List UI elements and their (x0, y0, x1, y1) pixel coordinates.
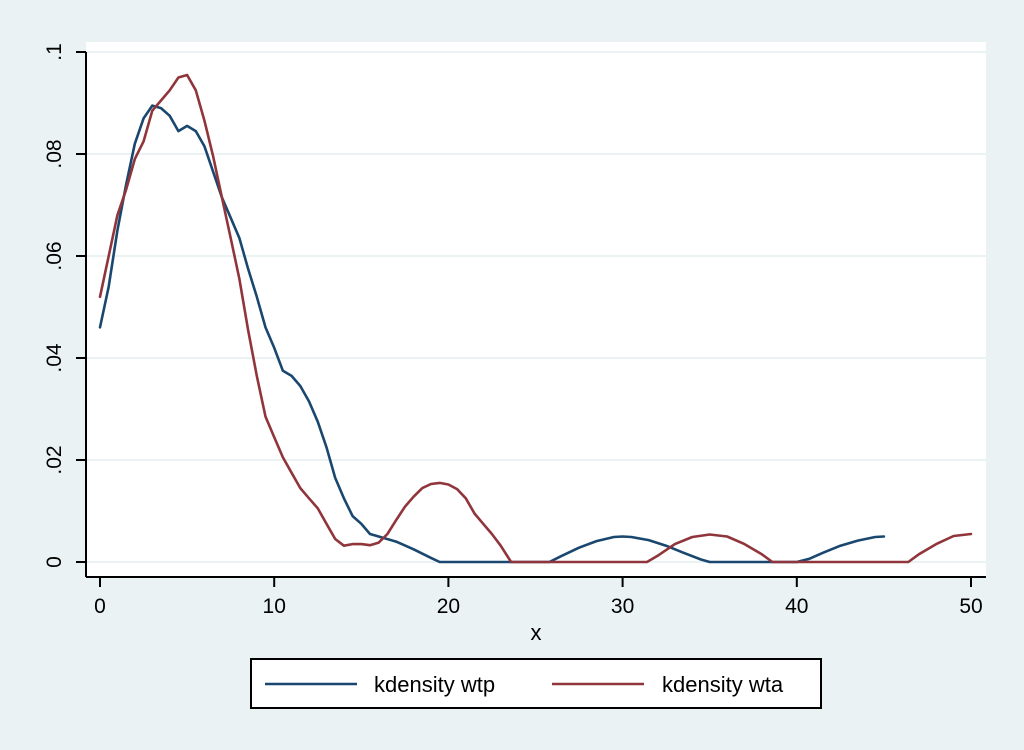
legend-label-1: kdensity wta (662, 672, 784, 697)
y-tick-label-2: .04 (43, 343, 66, 373)
plot-area (86, 42, 986, 577)
y-tick-label-3: .06 (43, 241, 66, 270)
y-tick-label-5: .1 (43, 43, 66, 61)
series-line-1 (98, 73, 973, 564)
x-tick-label-0: 0 (94, 595, 106, 618)
x-tick-label-2: 20 (437, 595, 460, 618)
legend-label-0: kdensity wtp (374, 672, 495, 697)
series-line-0 (98, 104, 886, 564)
gridlines (86, 51, 986, 563)
x-tick-label-4: 40 (785, 595, 808, 618)
legend-items: kdensity wtp kdensity wta (265, 672, 784, 697)
x-tick-label-1: 10 (263, 595, 286, 618)
y-axis-ticks: 0 .02 .04 .06 .08 .1 (43, 43, 86, 568)
y-tick-label-4: .08 (43, 139, 66, 168)
x-axis-ticks: 0 10 20 30 40 50 (94, 577, 983, 618)
x-tick-label-3: 30 (611, 595, 634, 618)
series-layer (98, 73, 973, 564)
x-tick-label-5: 50 (959, 595, 982, 618)
y-tick-label-0: 0 (43, 556, 66, 568)
axes (85, 52, 986, 578)
x-axis-title: x (531, 620, 542, 645)
legend: kdensity wtp kdensity wta (250, 658, 822, 709)
y-tick-label-1: .02 (43, 445, 66, 474)
